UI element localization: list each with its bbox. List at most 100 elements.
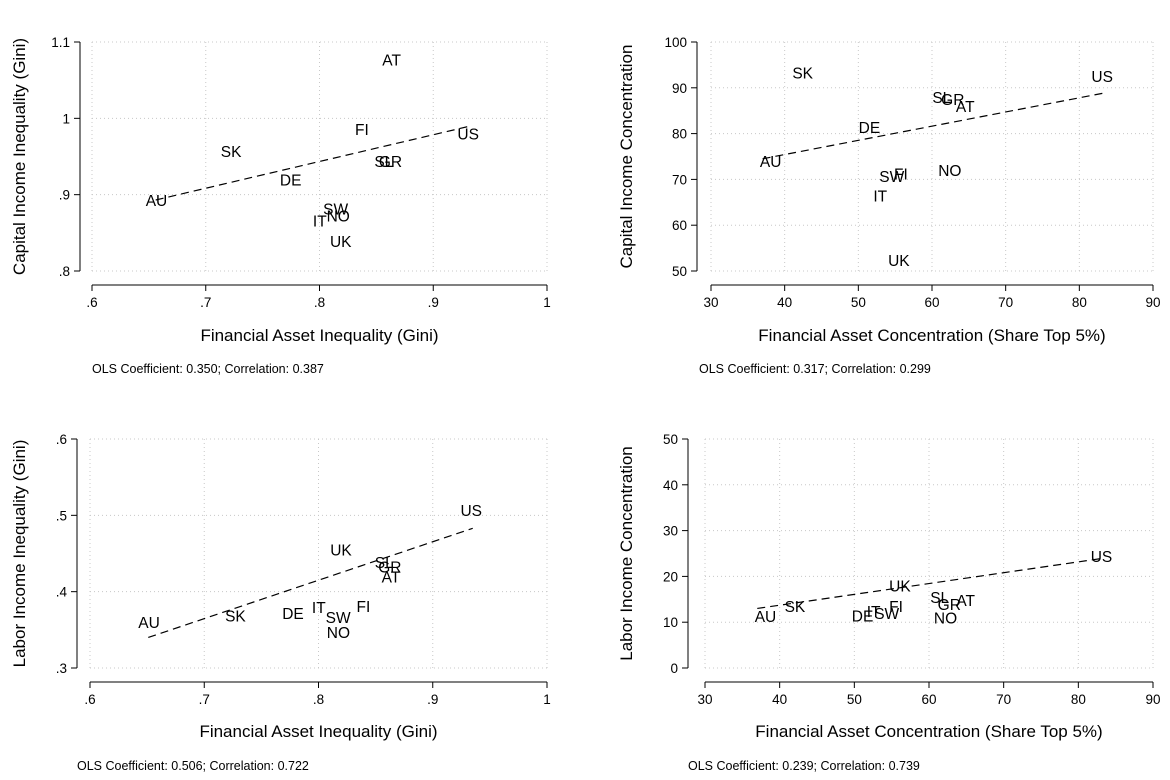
point-label: SW [326,610,351,627]
point-label: FI [355,122,369,139]
y-tick-label: 70 [672,172,687,187]
point-label: NO [327,208,350,225]
point-label: DE [280,172,302,189]
point-label: FI [894,166,908,183]
x-tick-label: 80 [1071,692,1086,707]
y-tick-label: 30 [663,524,678,539]
point-label: SK [785,599,806,616]
x-tick-label: 60 [924,295,939,310]
point-label: GR [941,92,964,109]
y-tick-label: 1.1 [51,35,70,50]
x-axis-title: Financial Asset Inequality (Gini) [199,722,437,741]
point-label: AU [146,193,168,210]
point-label: AT [382,53,401,70]
ols-note: OLS Coefficient: 0.239; Correlation: 0.7… [688,759,920,773]
y-tick-label: 50 [672,264,687,279]
x-tick-label: 90 [1145,295,1160,310]
y-tick-label: 60 [672,218,687,233]
point-label: UK [330,234,352,251]
point-label: UK [330,543,352,560]
x-tick-label: .7 [199,692,210,707]
point-label: SW [323,201,348,218]
point-label: SW [879,169,904,186]
point-label: DE [282,606,304,623]
y-tick-label: .9 [59,188,70,203]
y-tick-label: 1 [62,111,70,126]
y-tick-label: 10 [663,615,678,630]
y-tick-label: .6 [56,432,67,447]
x-tick-label: 70 [998,295,1013,310]
point-label: NO [938,163,961,180]
point-label: IT [312,600,326,617]
point-label: US [1091,549,1113,566]
point-label: IT [313,214,327,231]
x-tick-label: .6 [84,692,95,707]
ols-note: OLS Coefficient: 0.506; Correlation: 0.7… [77,759,309,773]
point-label: UK [889,579,911,596]
x-tick-label: 30 [703,295,718,310]
x-tick-label: 40 [777,295,792,310]
ols-fit-line [757,557,1105,610]
ols-fit-line [148,527,473,639]
y-axis-title: Capital Income Inequality (Gini) [10,38,29,275]
y-tick-label: .4 [56,585,68,600]
x-tick-label: .9 [428,295,439,310]
x-tick-label: 90 [1145,692,1160,707]
point-label: US [460,503,482,520]
y-tick-label: 90 [672,81,687,96]
x-tick-label: 1 [543,295,551,310]
point-label: US [457,127,479,144]
point-label: DE [852,608,874,625]
y-tick-label: 50 [663,432,678,447]
y-tick-label: .5 [56,508,67,523]
point-label: GR [378,559,401,576]
point-label: GR [938,597,961,614]
point-label: NO [934,611,957,628]
x-tick-label: .6 [86,295,97,310]
x-axis-title: Financial Asset Concentration (Share Top… [758,326,1105,345]
point-label: FI [356,599,370,616]
x-tick-label: 50 [851,295,866,310]
x-tick-label: 40 [772,692,787,707]
y-tick-label: .3 [56,661,67,676]
x-tick-label: .8 [313,692,324,707]
ols-fit-line [762,92,1106,160]
ols-note: OLS Coefficient: 0.317; Correlation: 0.2… [699,362,931,376]
x-tick-label: .7 [200,295,211,310]
y-tick-label: .8 [59,264,70,279]
point-label: SL [930,590,949,607]
point-label: SK [792,66,813,83]
x-tick-label: 50 [847,692,862,707]
point-label: SL [932,90,951,107]
point-label: FI [889,599,903,616]
x-axis-title: Financial Asset Inequality (Gini) [200,326,438,345]
point-label: AT [956,99,975,116]
ols-fit-line [155,126,468,201]
x-tick-label: 70 [996,692,1011,707]
y-axis-title: Capital Income Concentration [617,45,636,269]
point-label: US [1091,69,1113,86]
y-tick-label: 100 [664,35,687,50]
y-tick-label: 80 [672,127,687,142]
x-tick-label: .8 [314,295,325,310]
point-label: AU [138,615,160,632]
point-label: IT [867,604,881,621]
point-label: NO [327,625,350,642]
point-label: GR [379,154,402,171]
chart-panel-3: .6 .7 .8 .9 1 .3 .4 .5 .6 Financial Asset Inequal… [10,432,551,773]
chart-panel-1: .6 .7 .8 .9 1 .8 .9 1 1.1 Financial Asset Inequal… [10,35,551,376]
chart-panel-4: 30 40 50 60 70 80 90 0 10 20 30 40 50 Financial Asset… [617,432,1161,773]
x-tick-label: 80 [1072,295,1087,310]
x-axis-title: Financial Asset Concentration (Share Top… [755,722,1102,741]
point-label: AU [755,609,777,626]
point-label: UK [888,253,910,270]
point-label: DE [859,120,881,137]
ols-note: OLS Coefficient: 0.350; Correlation: 0.3… [92,362,324,376]
point-label: AT [956,593,975,610]
y-axis-title: Labor Income Concentration [617,446,636,661]
y-tick-label: 20 [663,569,678,584]
x-tick-label: 60 [921,692,936,707]
y-axis-title: Labor Income Inequality (Gini) [10,440,29,668]
y-tick-label: 0 [670,661,678,676]
